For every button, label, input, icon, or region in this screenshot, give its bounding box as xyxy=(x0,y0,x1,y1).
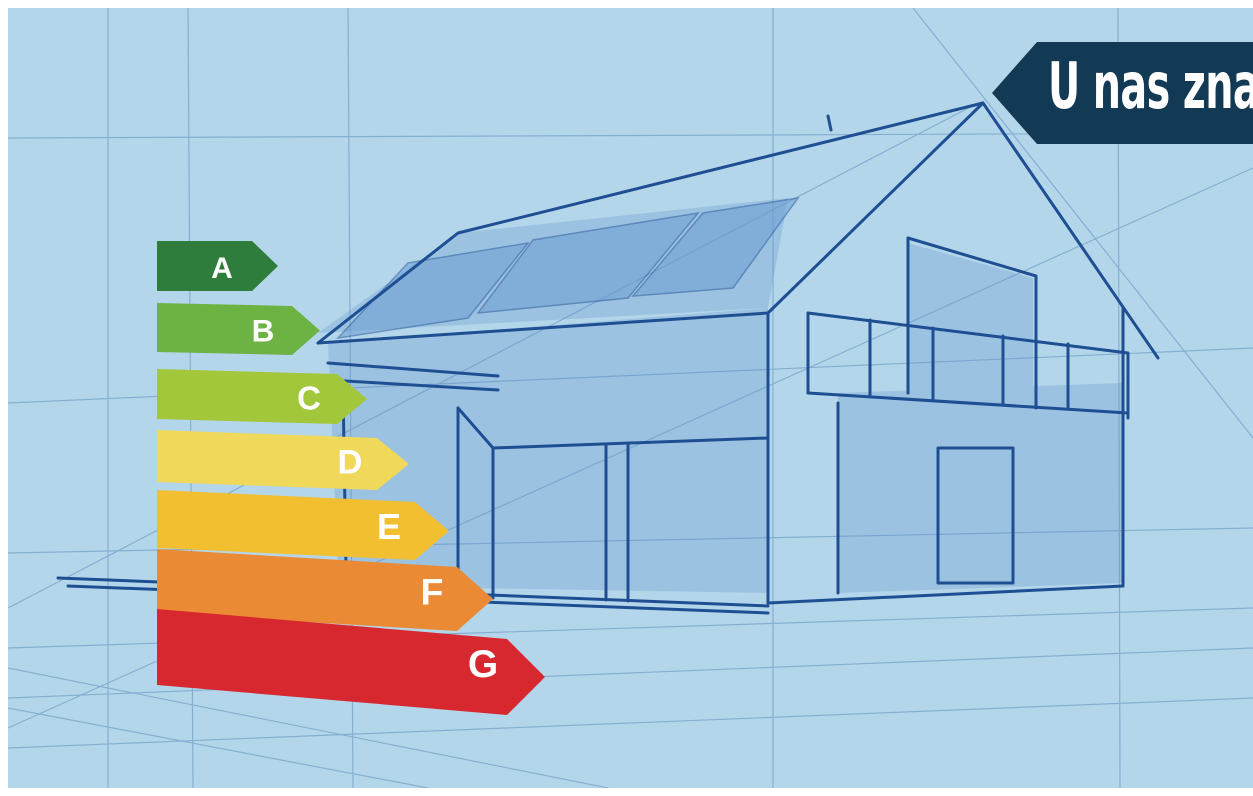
energy-class-letter-f: F xyxy=(421,571,444,613)
energy-class-bar-c xyxy=(157,369,367,424)
energy-class-bar-g xyxy=(157,609,545,715)
energy-class-bar-b xyxy=(157,303,320,355)
house-sketch xyxy=(8,8,1253,788)
promo-banner[interactable]: U nas znajd xyxy=(992,42,1253,144)
energy-class-letter-g: G xyxy=(468,643,498,686)
energy-class-letter-a: A xyxy=(211,252,233,285)
energy-class-letter-e: E xyxy=(377,506,401,547)
energy-class-bar-d xyxy=(157,430,409,490)
energy-class-letter-b: B xyxy=(252,313,275,349)
energy-class-bar-f xyxy=(157,549,493,631)
banner-text: U nas znajd xyxy=(1048,50,1253,124)
energy-class-letter-d: D xyxy=(338,444,363,482)
energy-class-letter-c: C xyxy=(297,380,321,417)
energy-class-bar-a xyxy=(157,241,278,291)
energy-class-bar-e xyxy=(157,490,449,560)
